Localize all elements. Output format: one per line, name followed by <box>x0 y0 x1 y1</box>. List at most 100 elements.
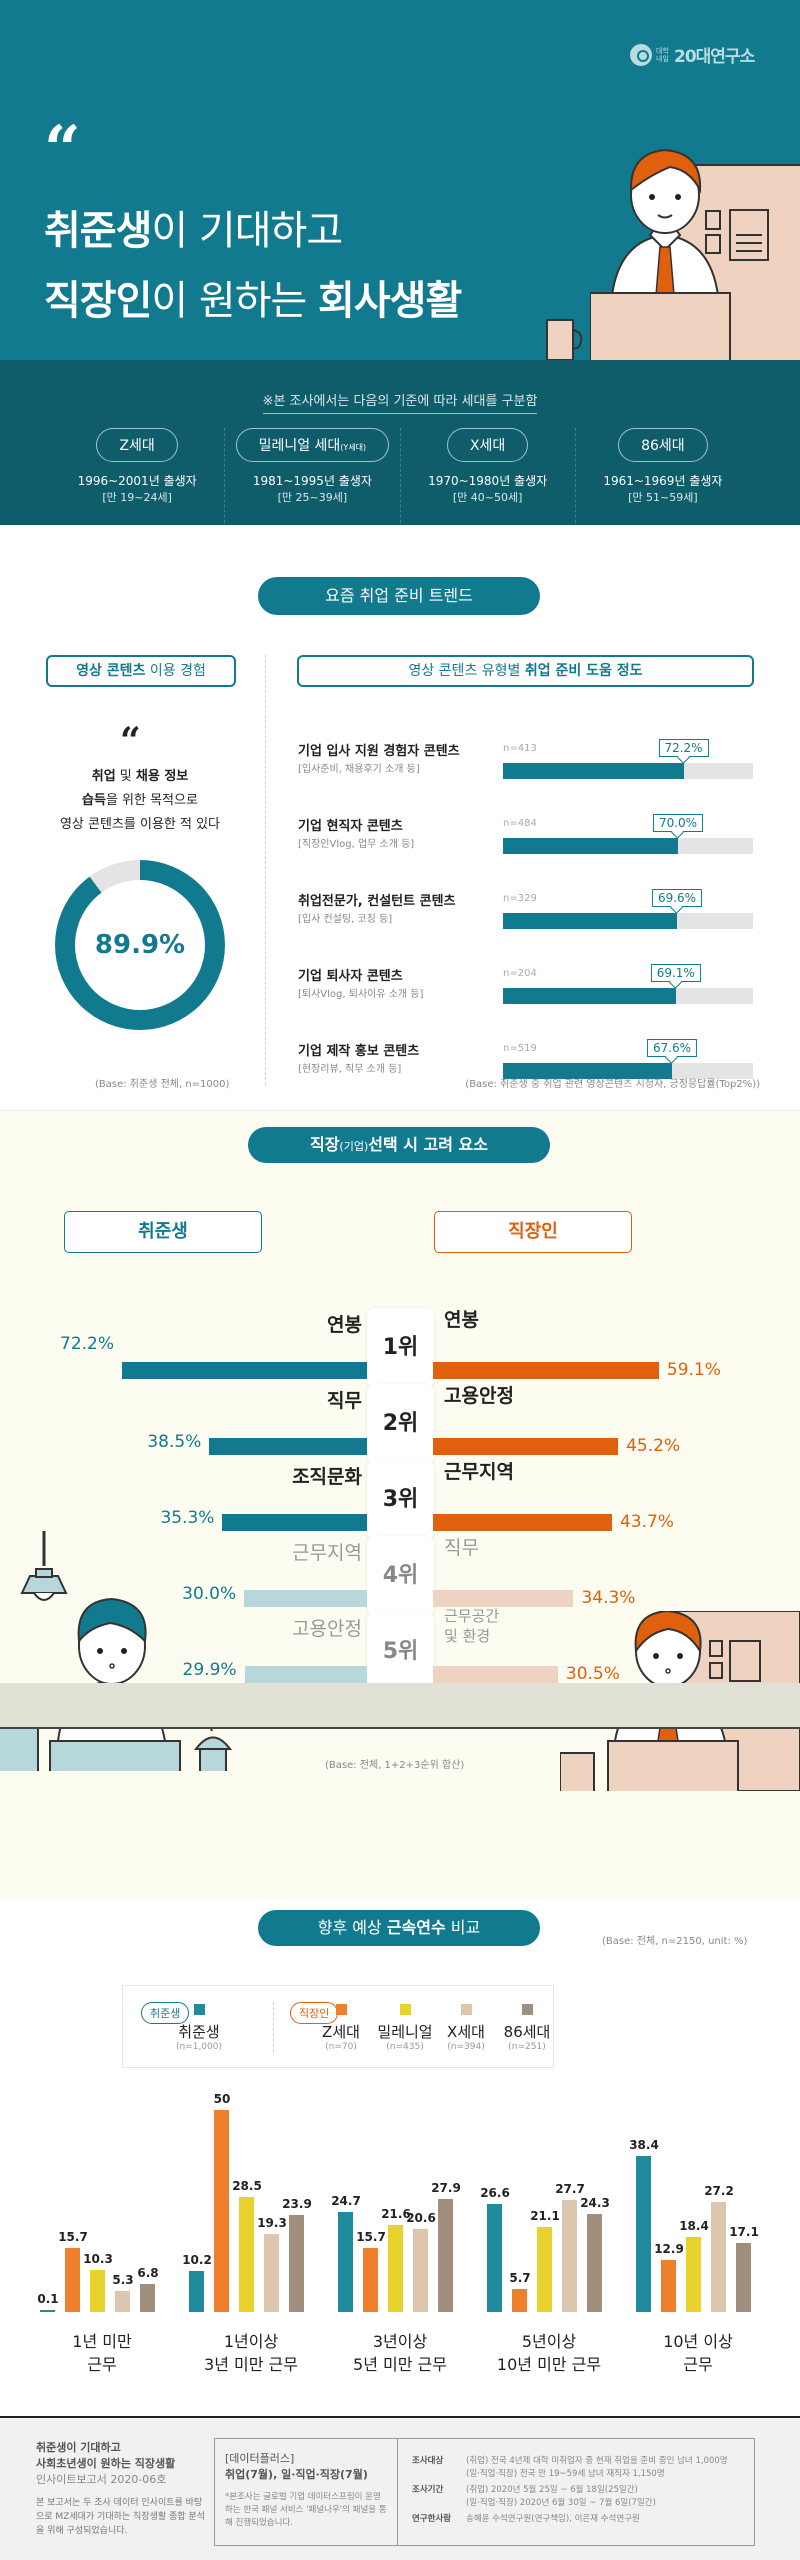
survey-detail-key: 조사기간 <box>412 2485 444 2495</box>
generation-name: 86세대 <box>641 438 685 454</box>
title-bold-1: 취준생 <box>44 208 152 254</box>
title-rest-1: 이 기대하고 <box>151 208 343 254</box>
legend-swatch <box>460 2004 472 2015</box>
page-title: 취준생이 기대하고 직장인이 원하는 회사생활 <box>44 196 462 336</box>
generation-pill: Z세대 <box>96 428 178 462</box>
bar-track: 69.6% <box>503 889 753 929</box>
statement-text: 영상 콘텐츠를 이용한 적 있다 <box>59 817 221 832</box>
legend-label: 86세대 <box>503 2023 551 2041</box>
tenure-bar-value: 5.7 <box>509 2270 531 2285</box>
statement-text: 및 <box>115 769 136 784</box>
survey-detail-value: (취업) 2020년 5월 25일 ~ 6월 18일(25일간) <box>466 2485 638 2495</box>
tenure-bar-value: 26.6 <box>480 2186 510 2201</box>
legend-label: 취준생 <box>178 2023 220 2041</box>
generation-age: [만 51~59세] <box>628 491 698 504</box>
tenure-category-label: 3년이상 5년 미만 근무 <box>353 2332 447 2374</box>
lightbulb-icon <box>630 43 652 66</box>
tenure-bar-value: 28.5 <box>232 2178 262 2193</box>
bar-track: 70.0% <box>503 814 753 854</box>
brand-logo: 대학내일 20대연구소 <box>630 42 755 67</box>
tenure-bar <box>90 2270 105 2312</box>
tenure-bar-value: 17.1 <box>729 2224 759 2239</box>
employee-factor: 고용안정 <box>444 1385 514 1407</box>
quote-icon: “ <box>44 112 81 187</box>
job-seeker-header: 취준생 <box>64 1211 262 1253</box>
helpfulness-bar-row: 기업 현직자 콘텐츠 [직장인Vlog, 업무 소개 등] n=484 70.0% <box>298 814 758 875</box>
tenure-bar <box>65 2248 80 2312</box>
tenure-bar-value: 27.7 <box>555 2181 585 2196</box>
report-footer: 취준생이 기대하고 사회초년생이 원하는 직장생활 인사이트보고서 2020-0… <box>0 2416 800 2560</box>
tenure-bar-value: 15.7 <box>58 2230 88 2245</box>
tenure-bar-value: 27.2 <box>704 2183 734 2198</box>
legend-tag-job-seeker: 취준생 <box>141 2002 190 2024</box>
legend-item: Z세대 (n=70) <box>311 2004 371 2052</box>
data-source-note: *본조사는 글로벌 기업 데이터스프링이 운영하는 한국 패널 서비스 '패널나… <box>225 2492 387 2528</box>
bar-value-callout: 67.6% <box>646 1039 698 1057</box>
legend-item: 밀레니얼 (n=435) <box>375 2004 435 2052</box>
tenure-bar <box>289 2215 304 2312</box>
legend-swatch <box>399 2004 411 2015</box>
legend-swatch <box>335 2004 347 2015</box>
tenure-bar-value: 5.3 <box>112 2272 134 2287</box>
tenure-bar <box>413 2228 428 2312</box>
job-seeker-factor: 고용안정 <box>292 1618 362 1640</box>
title-bold-3: 회사생활 <box>318 278 462 324</box>
generation-name: 밀레니얼 세대 <box>258 438 341 454</box>
pill-small: (기업) <box>339 1140 369 1153</box>
survey-detail-value: (취업) 전국 4년제 대학 미취업자 중 현재 취업을 준비 중인 남녀 1,… <box>466 2456 728 2466</box>
rank-badge: 1위 <box>367 1308 434 1388</box>
employee-percent: 34.3% <box>581 1588 636 1608</box>
survey-detail-value: (일·직업·직장) 2020년 6월 30일 ~ 7월 6일(7일간) <box>466 2498 656 2508</box>
helpfulness-bar-row: 기업 제작 홍보 콘텐츠 [현장리뷰, 직무 소개 등] n=519 67.6% <box>298 1039 758 1100</box>
tenure-bar-value: 21.6 <box>381 2206 411 2221</box>
base-note: (Base: 전체, 1+2+3순위 합산) <box>325 1760 465 1771</box>
section-divider <box>265 655 266 1085</box>
tenure-bar-value: 19.3 <box>257 2215 287 2230</box>
tenure-bar <box>189 2270 204 2312</box>
employee-percent: 45.2% <box>626 1436 681 1456</box>
survey-detail-row: (일·직업·직장) 2020년 6월 30일 ~ 7월 6일(7일간) <box>412 2497 740 2510</box>
job-seeker-factor: 연봉 <box>327 1314 362 1336</box>
bar-track: 67.6% <box>503 1039 753 1079</box>
bar-fill <box>503 838 678 854</box>
generation-definitions: ※본 조사에서는 다음의 기준에 따라 세대를 구분함 Z세대 1996~200… <box>0 360 800 538</box>
tenure-bar <box>438 2199 453 2312</box>
tenure-bar <box>115 2290 130 2312</box>
employee-bar <box>433 1362 659 1379</box>
tenure-bar <box>388 2224 403 2312</box>
helpfulness-bar-row: 기업 입사 지원 경험자 콘텐츠 [입사준비, 채용후기 소개 등] n=413 72… <box>298 739 758 800</box>
employee-bar <box>433 1590 574 1607</box>
rank-badge: 4위 <box>367 1536 434 1616</box>
employee-bar <box>433 1666 558 1683</box>
job-seeker-factor: 근무지역 <box>292 1542 362 1564</box>
tenure-category-label: 5년이상 10년 미만 근무 <box>496 2332 602 2374</box>
tenure-bar <box>636 2156 651 2312</box>
bar-fill <box>503 988 676 1004</box>
tenure-bar <box>264 2233 279 2312</box>
generation-columns: Z세대 1996~2001년 출생자 [만 19~24세] 밀레니얼 세대(Y세… <box>50 428 750 538</box>
tenure-bar-value: 24.7 <box>331 2193 361 2208</box>
generation-years: 1970~1980년 출생자 <box>428 474 548 488</box>
legend-sample-size: (n=251) <box>508 2042 546 2052</box>
tenure-bar <box>661 2259 676 2312</box>
tenure-bar-value: 38.4 <box>629 2138 659 2153</box>
generation-86: 86세대 1961~1969년 출생자 [만 51~59세] <box>576 428 750 538</box>
generation-pill: 밀레니얼 세대(Y세대) <box>235 428 390 462</box>
rank-row: 3위 조직문화 근무지역 35.3% 43.7% <box>0 1460 800 1540</box>
data-source-surveys: 취업(7월), 일·직업·직장(7월) <box>225 2468 368 2481</box>
quote-icon: “ <box>120 720 141 762</box>
survey-detail-key: 연구한사람 <box>412 2514 452 2524</box>
tenure-category-label: 10년 이상 근무 <box>663 2332 733 2374</box>
legend-sample-size: (n=394) <box>447 2042 485 2052</box>
rank-badge: 2위 <box>367 1384 434 1464</box>
employee-bar <box>433 1514 612 1531</box>
tenure-bar <box>140 2284 155 2312</box>
employee-header: 직장인 <box>434 1211 632 1253</box>
bar-sample-size: n=204 <box>503 968 537 979</box>
statement-bold: 취업 <box>91 769 116 784</box>
generation-x: X세대 1970~1980년 출생자 [만 40~50세] <box>401 428 576 538</box>
tenure-bar <box>711 2201 726 2312</box>
logo-small-text: 대학내일 <box>656 46 669 63</box>
data-source-title: [데이터플러스] <box>225 2452 295 2465</box>
box-title-bold: 취업 준비 도움 정도 <box>524 663 643 679</box>
